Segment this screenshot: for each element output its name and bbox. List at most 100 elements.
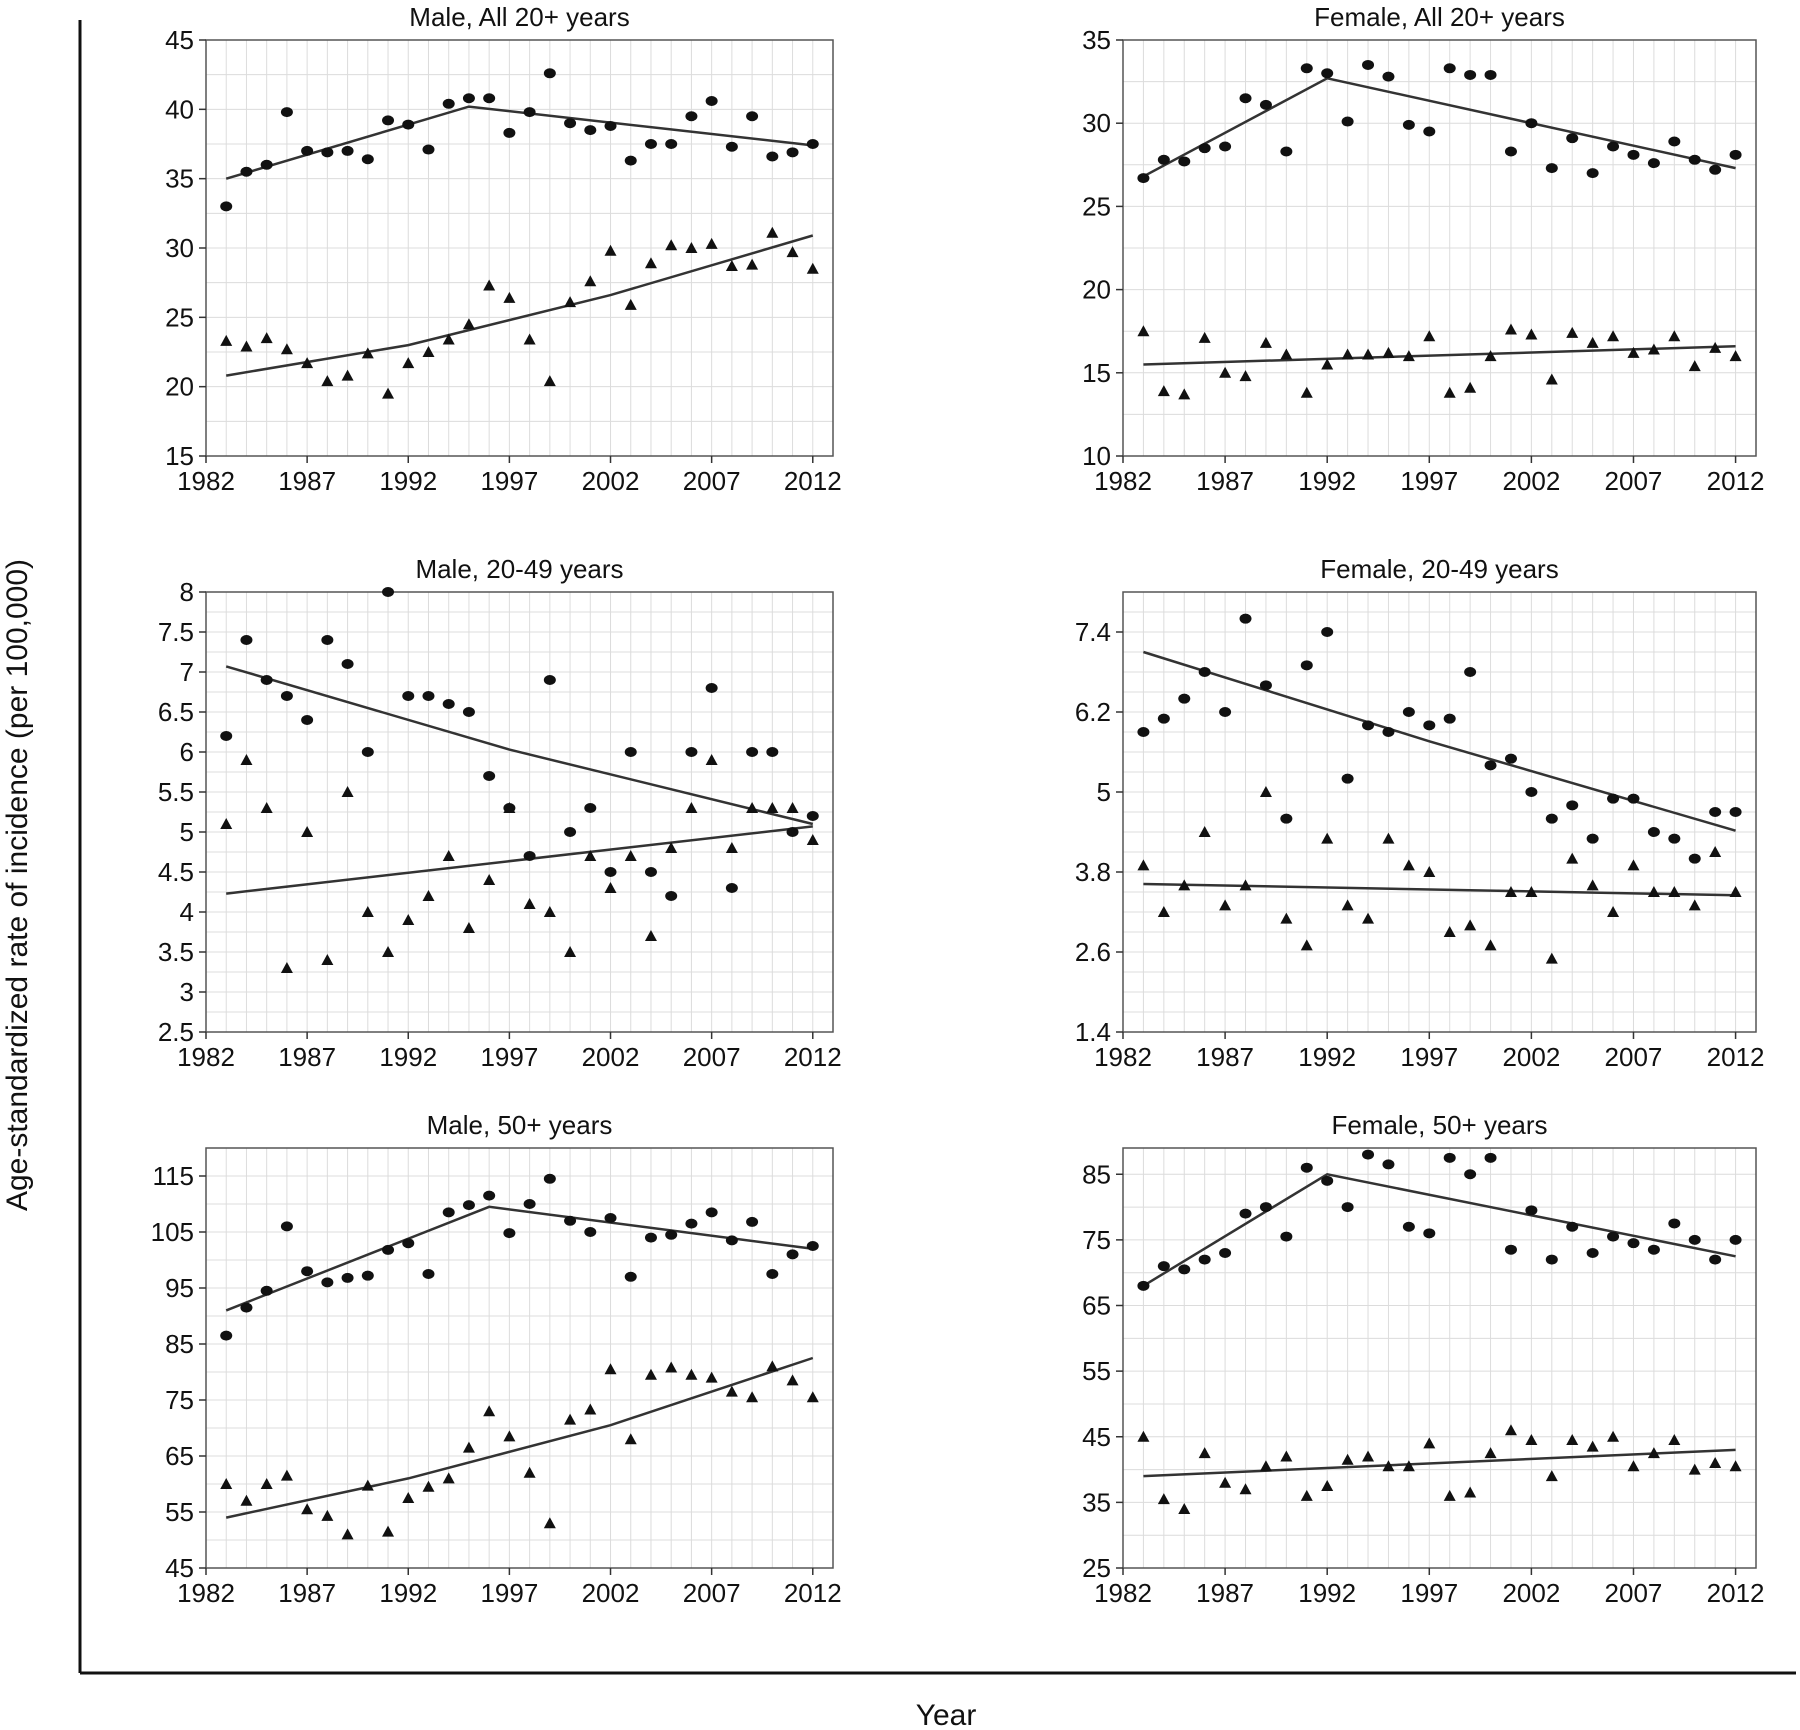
triangle-point [1341,899,1354,911]
circle-point [523,1199,536,1209]
triangle-point [746,258,759,270]
x-tick-label: 2012 [784,1578,842,1608]
triangle-point [1178,388,1191,400]
y-tick-label: 15 [165,441,194,471]
triangle-point [341,786,354,797]
y-tick-label: 5 [180,817,194,847]
triangle-point [1627,346,1640,358]
triangle-point [604,882,617,893]
circle-point [1157,713,1170,724]
circle-point [1627,149,1640,160]
trend-line-2 [225,1356,814,1519]
circle-point [1382,727,1395,737]
x-tick-label: 1992 [379,1578,437,1608]
y-tick-label: 25 [1082,1553,1111,1583]
circle-point [220,201,233,212]
triangle-point [301,357,314,369]
y-tick-label: 8 [180,577,194,607]
circle-point [483,771,496,781]
triangle-point [1688,360,1701,372]
triangle-point [1668,886,1681,897]
triangle-point [240,754,253,765]
circle-point [1219,1248,1232,1258]
x-tick-label: 1982 [177,1042,235,1072]
triangle-point [1423,330,1436,342]
grid [205,39,834,457]
circle-point [462,707,475,717]
plot-frame [1122,1147,1757,1569]
circle-point [483,1190,496,1201]
y-tick-label: 10 [1082,441,1111,471]
circle-point [1137,1280,1150,1291]
circle-point [665,891,678,901]
x-tick-label: 1982 [177,466,235,496]
triangle-point [1647,1447,1660,1459]
y-tick-label: 20 [165,372,194,402]
circle-point [725,883,738,893]
triangle-point [1443,1489,1456,1501]
circle-point [705,683,718,693]
circle-point [321,1277,334,1288]
circle-point [705,96,718,107]
circle-point [1402,119,1415,130]
y-tick-label: 45 [165,1553,194,1583]
circle-point [1219,707,1232,717]
panel-title: Female, All 20+ years [1314,2,1565,32]
circle-point [1709,1254,1722,1265]
circle-point [240,635,253,645]
x-tick-label: 2012 [784,1042,842,1072]
circle-point [746,1216,759,1227]
x-tick-label: 2007 [1605,1042,1663,1072]
circle-point [280,107,293,118]
circle-point [1464,1169,1477,1180]
circle-point [624,747,637,757]
y-tick-label: 45 [1082,1422,1111,1452]
circle-point [1280,1231,1293,1242]
circle-point [1300,660,1313,671]
triangle-point [1566,852,1579,864]
circle-point [1402,1221,1415,1232]
circle-point [260,1285,273,1296]
circle-point [766,1269,779,1279]
circle-point [240,1302,253,1313]
circle-point [422,1269,435,1279]
triangle-point [361,906,374,917]
circle-point [220,731,233,741]
circle-point [382,115,395,126]
circle-point [1525,787,1538,797]
triangle-point [1259,786,1272,797]
y-tick-label: 35 [1082,25,1111,55]
y-tick-label: 3 [180,977,194,1007]
circle-point [1525,118,1538,129]
circle-point [1647,158,1660,169]
y-tick-label: 7 [180,657,194,687]
circle-point [584,1227,597,1237]
panel-5: Male, 50+ years 1982 1987 1992 1997 2002 2007 2… [151,1110,842,1608]
triangle-point [1382,346,1395,358]
triangle-point [1647,886,1660,897]
x-tick-label: 1997 [1400,1042,1458,1072]
circle-point [1239,1208,1252,1219]
triangle-point [1402,350,1415,362]
triangle-point [1259,336,1272,348]
triangle-point [1709,846,1722,857]
triangle-point [1586,879,1599,891]
triangle-point [523,1466,536,1478]
triangle-point [624,298,637,310]
triangle-point [685,802,698,813]
y-tick-label: 75 [165,1385,194,1415]
triangle-point [402,914,415,925]
y-tick-label: 15 [1082,358,1111,388]
x-tick-label: 2007 [683,1578,741,1608]
triangle-point [1382,1460,1395,1472]
panel-title: Female, 50+ years [1331,1110,1547,1140]
circle-point [301,1266,314,1277]
circle-point [1464,69,1477,80]
triangle-point [1280,912,1293,924]
circle-point [1566,800,1579,811]
triangle-point [1607,330,1620,342]
circle-point [1362,720,1375,731]
circle-point [806,811,819,821]
panel-title: Male, All 20+ years [409,2,629,32]
